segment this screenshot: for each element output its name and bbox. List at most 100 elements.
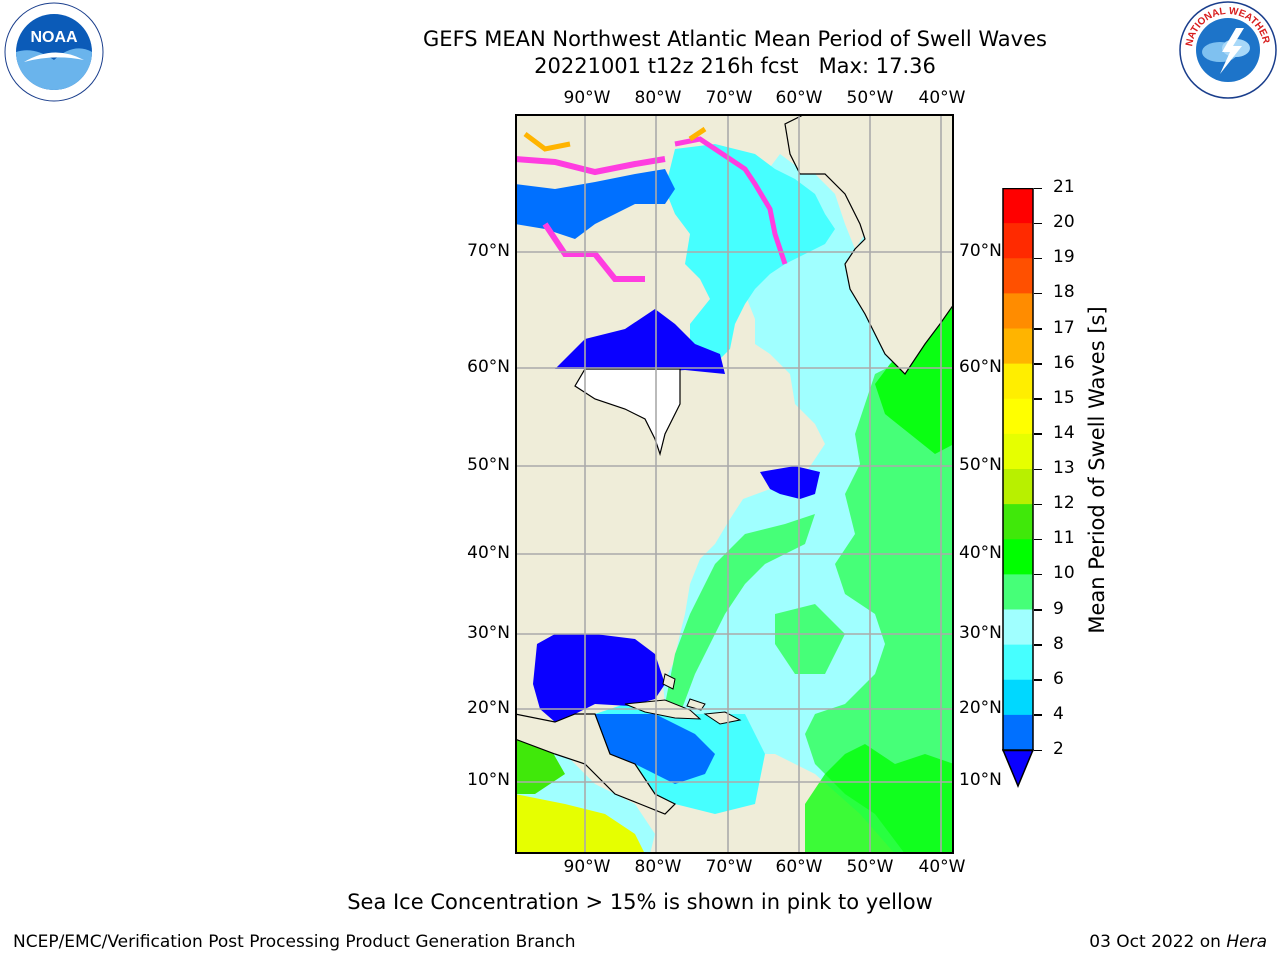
colorbar-tick-label: 18 xyxy=(1053,282,1075,303)
colorbar-segment xyxy=(1003,539,1033,575)
pacific-green-swell xyxy=(515,734,565,794)
latitude-label-right: 50°N xyxy=(959,455,1002,475)
colorbar-tick-label: 2 xyxy=(1053,739,1064,759)
latitude-label-right: 10°N xyxy=(959,770,1002,790)
arctic-ice-yellow xyxy=(523,126,707,152)
colorbar-tick-label: 21 xyxy=(1053,177,1075,197)
latitude-label-right: 60°N xyxy=(959,357,1002,377)
nws-logo: NATIONAL WEATHER SERVICE xyxy=(1178,0,1277,99)
latitude-label-right: 70°N xyxy=(959,241,1002,261)
colorbar-label: Mean Period of Swell Waves [s] xyxy=(1085,306,1109,634)
longitude-label-top: 50°W xyxy=(846,88,894,108)
colorbar-segment xyxy=(1003,433,1033,470)
colorbar-tick-label: 16 xyxy=(1053,352,1075,373)
colorbar-segment xyxy=(1003,363,1033,400)
colorbar-tick-mark xyxy=(1034,363,1042,365)
colorbar-segment xyxy=(1003,679,1033,716)
colorbar-tick-label: 6 xyxy=(1053,668,1064,689)
colorbar-segment xyxy=(1003,469,1033,505)
colorbar-tick-mark xyxy=(1034,503,1042,506)
colorbar-tick-label: 11 xyxy=(1053,528,1075,549)
swell-patch-green-subtropical xyxy=(775,604,845,674)
colorbar-tick-mark xyxy=(1034,573,1042,576)
latitude-label-left: 60°N xyxy=(467,357,510,377)
colorbar-extend-triangle xyxy=(1002,749,1034,788)
footer-date-text: 03 Oct 2022 on xyxy=(1089,932,1227,952)
colorbar-segment xyxy=(1003,223,1033,259)
footer-machine: Hera xyxy=(1226,932,1267,952)
colorbar-segment xyxy=(1003,258,1033,294)
map-panel xyxy=(515,114,954,854)
arctic-ice-band xyxy=(515,156,666,282)
colorbar-tick-mark xyxy=(1034,398,1042,400)
colorbar-segment xyxy=(1003,609,1033,646)
colorbar-tick-label: 10 xyxy=(1053,563,1075,584)
swell-patch-green-south xyxy=(805,744,954,854)
swell-patch-green-east xyxy=(805,304,954,854)
map-frame xyxy=(515,114,954,854)
gulf-of-st-lawrence xyxy=(760,466,820,499)
title-line-2: 20221001 t12z 216h fcst Max: 17.36 xyxy=(534,54,936,78)
caribbean-blue xyxy=(595,714,715,784)
bahamas-islands xyxy=(662,673,706,711)
latitude-label-right: 30°N xyxy=(959,623,1002,643)
longitude-label-top: 70°W xyxy=(705,88,753,108)
colorbar-tick-label: 14 xyxy=(1053,422,1075,443)
longitude-label-top: 40°W xyxy=(918,88,966,108)
colorbar-segment xyxy=(1003,328,1033,365)
chart-title: GEFS MEAN Northwest Atlantic Mean Period… xyxy=(290,26,1180,80)
colorbar-tick-mark xyxy=(1034,187,1042,189)
latitude-label-left: 50°N xyxy=(467,455,510,475)
svg-text:NOAA: NOAA xyxy=(30,29,78,46)
colorbar-tick-label: 9 xyxy=(1053,598,1064,619)
graticule xyxy=(515,114,954,854)
colorbar-tick-label: 15 xyxy=(1053,387,1075,408)
colorbar-frame xyxy=(1002,188,1034,752)
longitude-label-bottom: 90°W xyxy=(563,857,611,877)
colorbar-tick-mark xyxy=(1034,468,1042,470)
colorbar-tick-mark xyxy=(1034,222,1042,225)
latitude-label-left: 70°N xyxy=(467,241,510,261)
colorbar-segment xyxy=(1003,644,1033,681)
title-line-1: GEFS MEAN Northwest Atlantic Mean Period… xyxy=(423,27,1047,51)
colorbar-tick-mark xyxy=(1034,292,1042,295)
colorbar-tick-label: 20 xyxy=(1053,212,1075,233)
colorbar-tick-label: 12 xyxy=(1053,493,1075,514)
latitude-label-left: 40°N xyxy=(467,543,510,563)
hudson-bay-missing-data xyxy=(574,368,681,457)
colorbar-segment xyxy=(1003,293,1033,329)
longitude-label-bottom: 50°W xyxy=(846,857,894,877)
colorbar-tick-label: 19 xyxy=(1053,247,1075,268)
longitude-label-bottom: 60°W xyxy=(775,857,823,877)
baffin-ice-edge xyxy=(674,136,788,265)
longitude-label-bottom: 40°W xyxy=(918,857,966,877)
swell-patch-green-northeast xyxy=(875,304,954,454)
colorbar-tick-mark xyxy=(1034,538,1042,541)
footer-credit: NCEP/EMC/Verification Post Processing Pr… xyxy=(13,932,576,952)
colorbar-segment xyxy=(1003,574,1033,610)
colorbar-segment xyxy=(1003,714,1033,751)
colorbar-tick-mark xyxy=(1034,328,1042,330)
colorbar-segment xyxy=(1003,504,1033,540)
colorbar-tick-mark xyxy=(1034,644,1042,646)
colorbar-tick-label: 8 xyxy=(1053,633,1064,654)
latitude-label-right: 40°N xyxy=(959,543,1002,563)
colorbar-tick-label: 17 xyxy=(1053,317,1075,338)
footer-date: 03 Oct 2022 on Hera xyxy=(1089,932,1267,952)
colorbar-tick-label: 13 xyxy=(1053,458,1075,478)
longitude-label-bottom: 80°W xyxy=(634,857,682,877)
labrador-sea xyxy=(665,144,835,364)
noaa-logo: NOAA xyxy=(4,2,104,102)
arctic-channels xyxy=(515,169,675,239)
colorbar-tick-mark xyxy=(1034,749,1042,751)
colorbar-tick-mark xyxy=(1034,679,1042,681)
colorbar-tick-mark xyxy=(1034,257,1042,260)
latitude-label-left: 20°N xyxy=(467,698,510,718)
colorbar-segment xyxy=(1003,398,1033,435)
colorbar-tick-mark xyxy=(1034,433,1042,435)
sea-ice-footnote: Sea Ice Concentration > 15% is shown in … xyxy=(347,890,933,914)
latitude-label-left: 30°N xyxy=(467,623,510,643)
colorbar-tick-mark xyxy=(1034,714,1042,716)
colorbar xyxy=(1002,188,1034,788)
central-america-land xyxy=(515,713,677,815)
